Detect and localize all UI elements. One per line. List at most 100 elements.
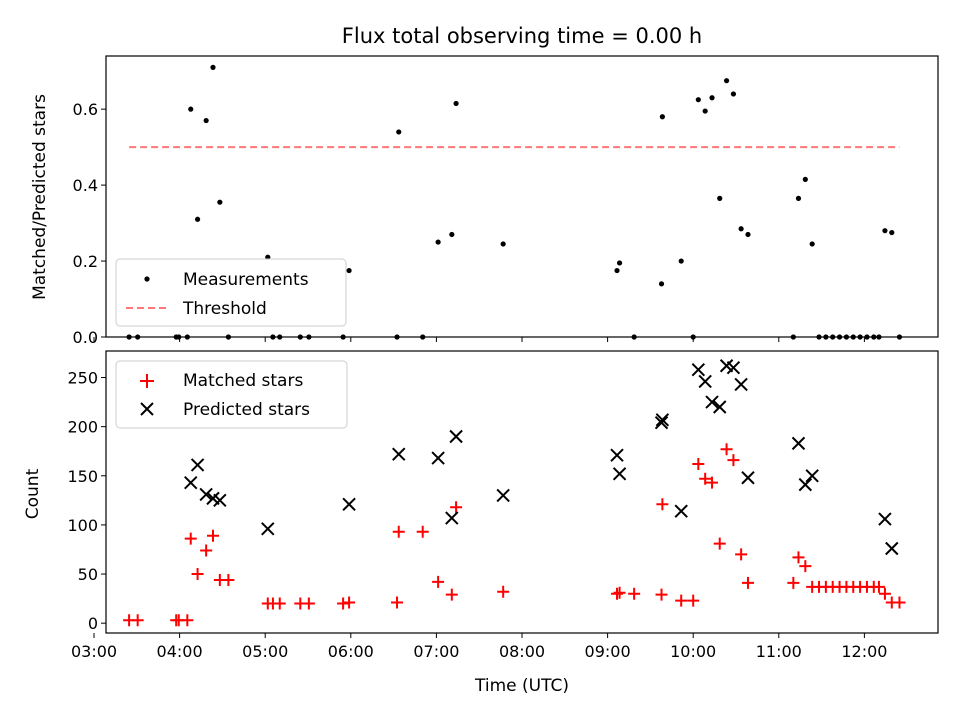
measurement-point	[210, 64, 216, 70]
matched-star-point	[445, 588, 458, 601]
x-tick-label: 09:00	[585, 642, 631, 661]
predicted-star-point	[791, 436, 806, 451]
top-y-tick-label: 0.2	[73, 252, 98, 271]
measurement-point	[500, 241, 506, 247]
matched-star-point	[613, 586, 626, 599]
predicted-star-point	[612, 467, 627, 481]
x-tick-label: 03:00	[71, 642, 117, 661]
measurement-point	[658, 281, 665, 287]
legend-predicted-label: Predicted stars	[183, 400, 310, 420]
matched-star-point	[706, 476, 719, 489]
measurement-point	[738, 226, 744, 232]
top-y-tick-label: 0.6	[73, 100, 98, 119]
matched-star-point	[799, 560, 812, 573]
bottom-legend-box	[115, 360, 348, 429]
x-tick-label: 05:00	[242, 642, 288, 661]
bottom-y-axis-label: Count	[23, 468, 43, 519]
matched-star-point	[273, 597, 286, 610]
top-y-tick-label: 0.4	[73, 176, 98, 195]
bottom-y-tick-label: 50	[78, 565, 98, 584]
x-tick-label: 12:00	[841, 642, 887, 661]
predicted-star-point	[199, 487, 213, 502]
matched-star-point	[699, 472, 712, 485]
x-tick-label: 11:00	[756, 642, 802, 661]
measurement-point	[614, 267, 620, 274]
measurement-point	[745, 231, 751, 238]
predicted-star-point	[342, 497, 356, 511]
matched-star-point	[391, 596, 404, 609]
matched-star-point	[450, 501, 463, 514]
measurement-point	[346, 267, 352, 274]
predicted-star-point	[184, 475, 198, 490]
x-tick-label: 06:00	[328, 642, 374, 661]
bottom-plot-area	[123, 359, 906, 627]
measurement-point	[730, 91, 737, 97]
predicted-star-point	[698, 374, 712, 389]
bottom-y-axis: 0 50 100 150 200 250	[67, 369, 106, 633]
predicted-star-point	[705, 395, 719, 409]
matched-star-point	[206, 529, 219, 542]
matched-star-point	[655, 588, 668, 601]
matched-star-point	[741, 576, 754, 589]
matched-star-point	[416, 525, 429, 538]
measurement-point	[702, 108, 708, 114]
predicted-star-point	[798, 477, 813, 492]
measurement-point	[659, 114, 665, 120]
x-tick-label: 07:00	[413, 642, 459, 661]
matched-star-point	[302, 597, 315, 610]
bottom-y-tick-label: 0	[88, 614, 98, 633]
predicted-star-point	[449, 429, 463, 444]
matched-star-point	[692, 457, 705, 470]
x-tick-label: 10:00	[670, 642, 716, 661]
x-tick-label: 08:00	[499, 642, 545, 661]
measurement-point	[882, 228, 888, 234]
matched-star-point	[181, 614, 194, 627]
bottom-y-tick-label: 250	[67, 369, 98, 388]
matched-star-point	[878, 587, 891, 600]
matched-star-point	[392, 525, 405, 538]
legend-predicted-marker	[140, 402, 154, 416]
matched-star-point	[656, 498, 669, 511]
predicted-star-point	[805, 469, 819, 483]
predicted-star-point	[655, 413, 670, 427]
predicted-star-point	[734, 377, 748, 392]
measurement-point	[435, 239, 441, 245]
top-y-tick-label: 0.0	[73, 328, 98, 347]
matched-star-point	[872, 580, 885, 593]
predicted-star-point	[885, 541, 899, 556]
matched-star-point	[787, 576, 800, 589]
top-x-ticks	[93, 337, 865, 342]
predicted-star-point	[713, 400, 727, 414]
bottom-legend: Matched stars Predicted stars	[115, 360, 348, 429]
matched-star-point	[131, 614, 144, 627]
predicted-star-point	[726, 360, 741, 375]
predicted-star-point	[878, 512, 892, 526]
measurement-point	[695, 97, 701, 103]
predicted-star-point	[213, 493, 227, 508]
predicted-star-point	[674, 504, 688, 518]
bottom-y-tick-label: 200	[67, 418, 98, 437]
bottom-y-tick-label: 100	[67, 516, 98, 535]
matched-star-point	[343, 596, 356, 609]
matched-star-point	[497, 585, 510, 598]
measurement-point	[709, 95, 715, 101]
measurement-point	[678, 258, 684, 264]
measurement-point	[217, 199, 223, 205]
measurement-point	[802, 176, 808, 183]
predicted-star-point	[190, 458, 205, 472]
matched-star-point	[735, 548, 748, 561]
predicted-star-point	[261, 522, 275, 536]
measurement-point	[717, 195, 723, 201]
matched-star-point	[727, 454, 740, 467]
matched-star-point	[713, 537, 726, 550]
matched-star-point	[720, 443, 733, 456]
predicted-star-point	[610, 448, 624, 462]
predicted-star-point	[654, 416, 669, 430]
matched-star-point	[200, 544, 213, 557]
bottom-y-tick-label: 150	[67, 467, 98, 486]
matched-star-point	[628, 587, 641, 600]
predicted-star-point	[496, 488, 510, 503]
matched-star-point	[222, 573, 235, 586]
matched-star-point	[792, 551, 805, 564]
matched-star-point	[191, 568, 204, 581]
